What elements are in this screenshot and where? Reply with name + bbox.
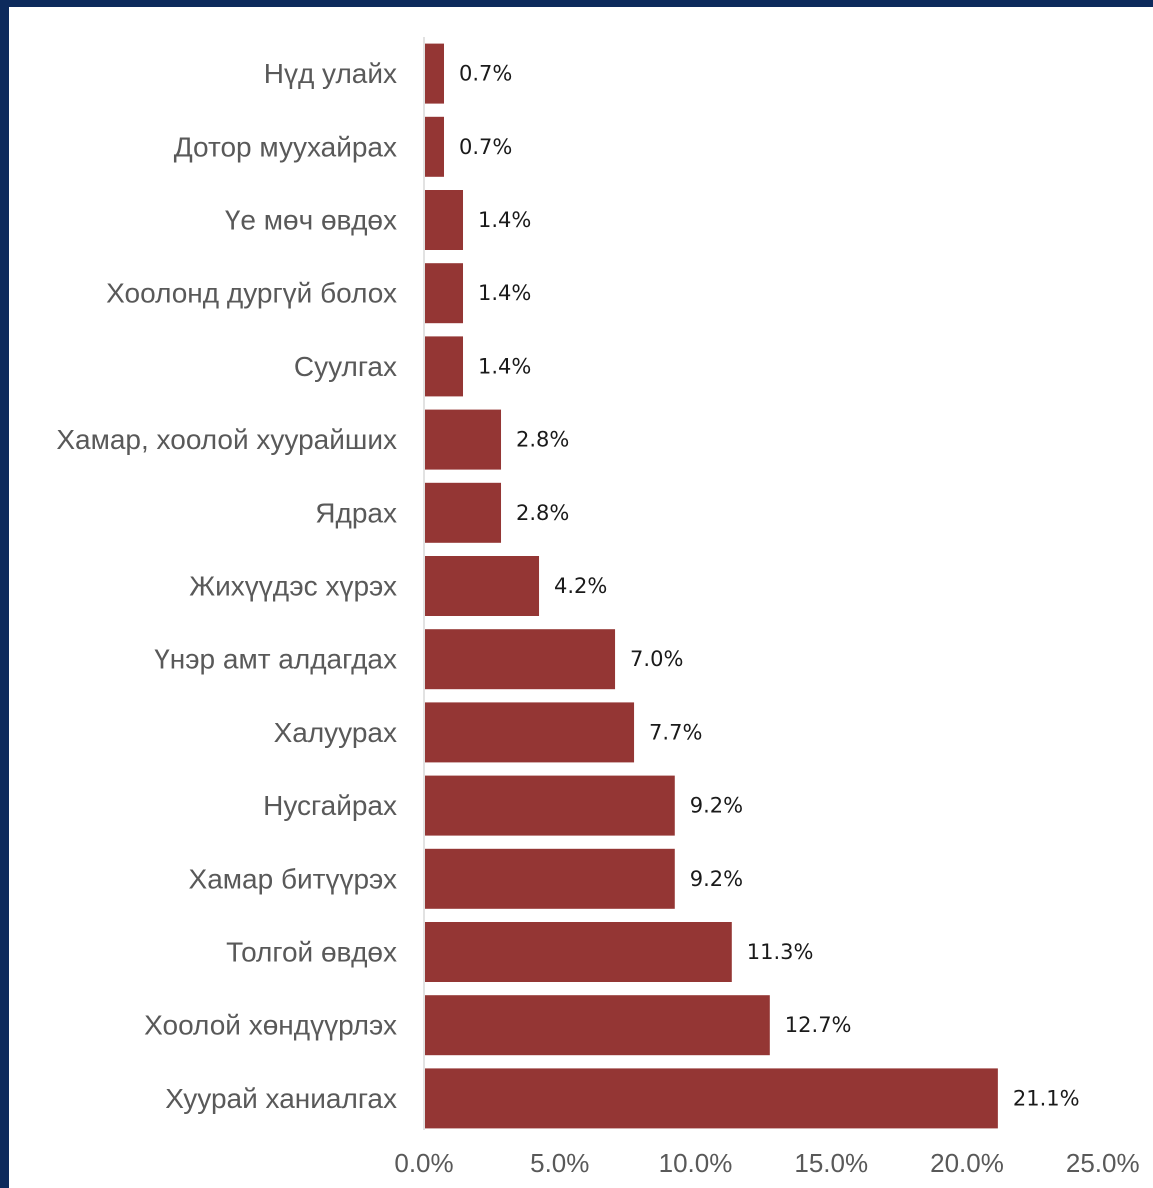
value-label: 1.4% [478, 281, 531, 305]
category-label: Үнэр амт алдагдах [154, 644, 397, 675]
bar-row-14 [425, 1068, 998, 1129]
x-tick-labels-group: 0.0% 5.0% 10.0% 15.0% 20.0% 25.0% [394, 1148, 1139, 1178]
category-label: Дотор муухайрах [174, 131, 397, 162]
bar-row-0 [425, 43, 445, 104]
bar-row-6 [425, 482, 502, 543]
x-tick-label: 25.0% [1066, 1148, 1140, 1178]
category-labels-group: Нүд улайх Дотор муухайрах Үе мөч өвдөх Хоол… [56, 58, 397, 1114]
chart-panel: Нүд улайх Дотор муухайрах Үе мөч өвдөх Хоол… [9, 7, 1153, 1188]
category-label: Толгой өвдөх [226, 937, 397, 968]
bar-row-3 [425, 263, 464, 324]
bar-row-9 [425, 702, 635, 763]
value-label: 21.1% [1013, 1086, 1080, 1110]
x-tick-label: 10.0% [659, 1148, 733, 1178]
category-label: Нүд улайх [264, 58, 397, 89]
value-label: 9.2% [690, 867, 743, 891]
value-label: 12.7% [785, 1013, 852, 1037]
value-label: 9.2% [690, 794, 743, 818]
bar-row-2 [425, 190, 464, 250]
value-label: 7.7% [649, 720, 702, 744]
value-label: 11.3% [747, 940, 814, 964]
category-label: Нусгайрах [263, 790, 397, 821]
category-label: Хоолой хөндүүрлэх [144, 1010, 397, 1041]
x-tick-label: 15.0% [794, 1148, 868, 1178]
bar-row-5 [425, 409, 502, 470]
value-label: 0.7% [459, 135, 512, 159]
value-label: 0.7% [459, 62, 512, 86]
category-label: Халуурах [274, 717, 397, 748]
value-labels-group: 0.7% 0.7% 1.4% 1.4% 1.4% 2.8% 2.8% 4.2% 7.0% 7.7%… [459, 62, 1080, 1111]
category-label: Хуурай ханиалгах [165, 1083, 397, 1114]
category-label: Хамар битүүрэх [189, 863, 397, 894]
bar-row-12 [425, 922, 732, 982]
x-tick-label: 5.0% [530, 1148, 589, 1178]
x-tick-label: 0.0% [394, 1148, 453, 1178]
bars-group [425, 43, 998, 1129]
category-label: Суулгах [294, 351, 397, 382]
symptom-bar-chart: Нүд улайх Дотор муухайрах Үе мөч өвдөх Хоол… [56, 37, 1140, 1178]
bar-row-4 [425, 336, 464, 397]
value-label: 4.2% [554, 574, 607, 598]
bar-row-8 [425, 629, 616, 690]
bar-row-13 [425, 995, 770, 1056]
bar-row-10 [425, 775, 675, 836]
x-tick-label: 20.0% [930, 1148, 1004, 1178]
category-label: Жихүүдэс хүрэх [189, 571, 397, 602]
category-label: Ядрах [315, 497, 397, 528]
value-label: 2.8% [516, 501, 569, 525]
category-label: Хамар, хоолой хуурайших [56, 424, 397, 455]
value-label: 1.4% [478, 354, 531, 378]
category-label: Хоолонд дургүй болох [106, 278, 397, 309]
bar-row-11 [425, 848, 675, 909]
bar-row-7 [425, 556, 540, 616]
category-label: Үе мөч өвдөх [225, 205, 397, 236]
value-label: 7.0% [630, 647, 683, 671]
bar-row-1 [425, 116, 445, 177]
value-label: 2.8% [516, 428, 569, 452]
value-label: 1.4% [478, 208, 531, 232]
